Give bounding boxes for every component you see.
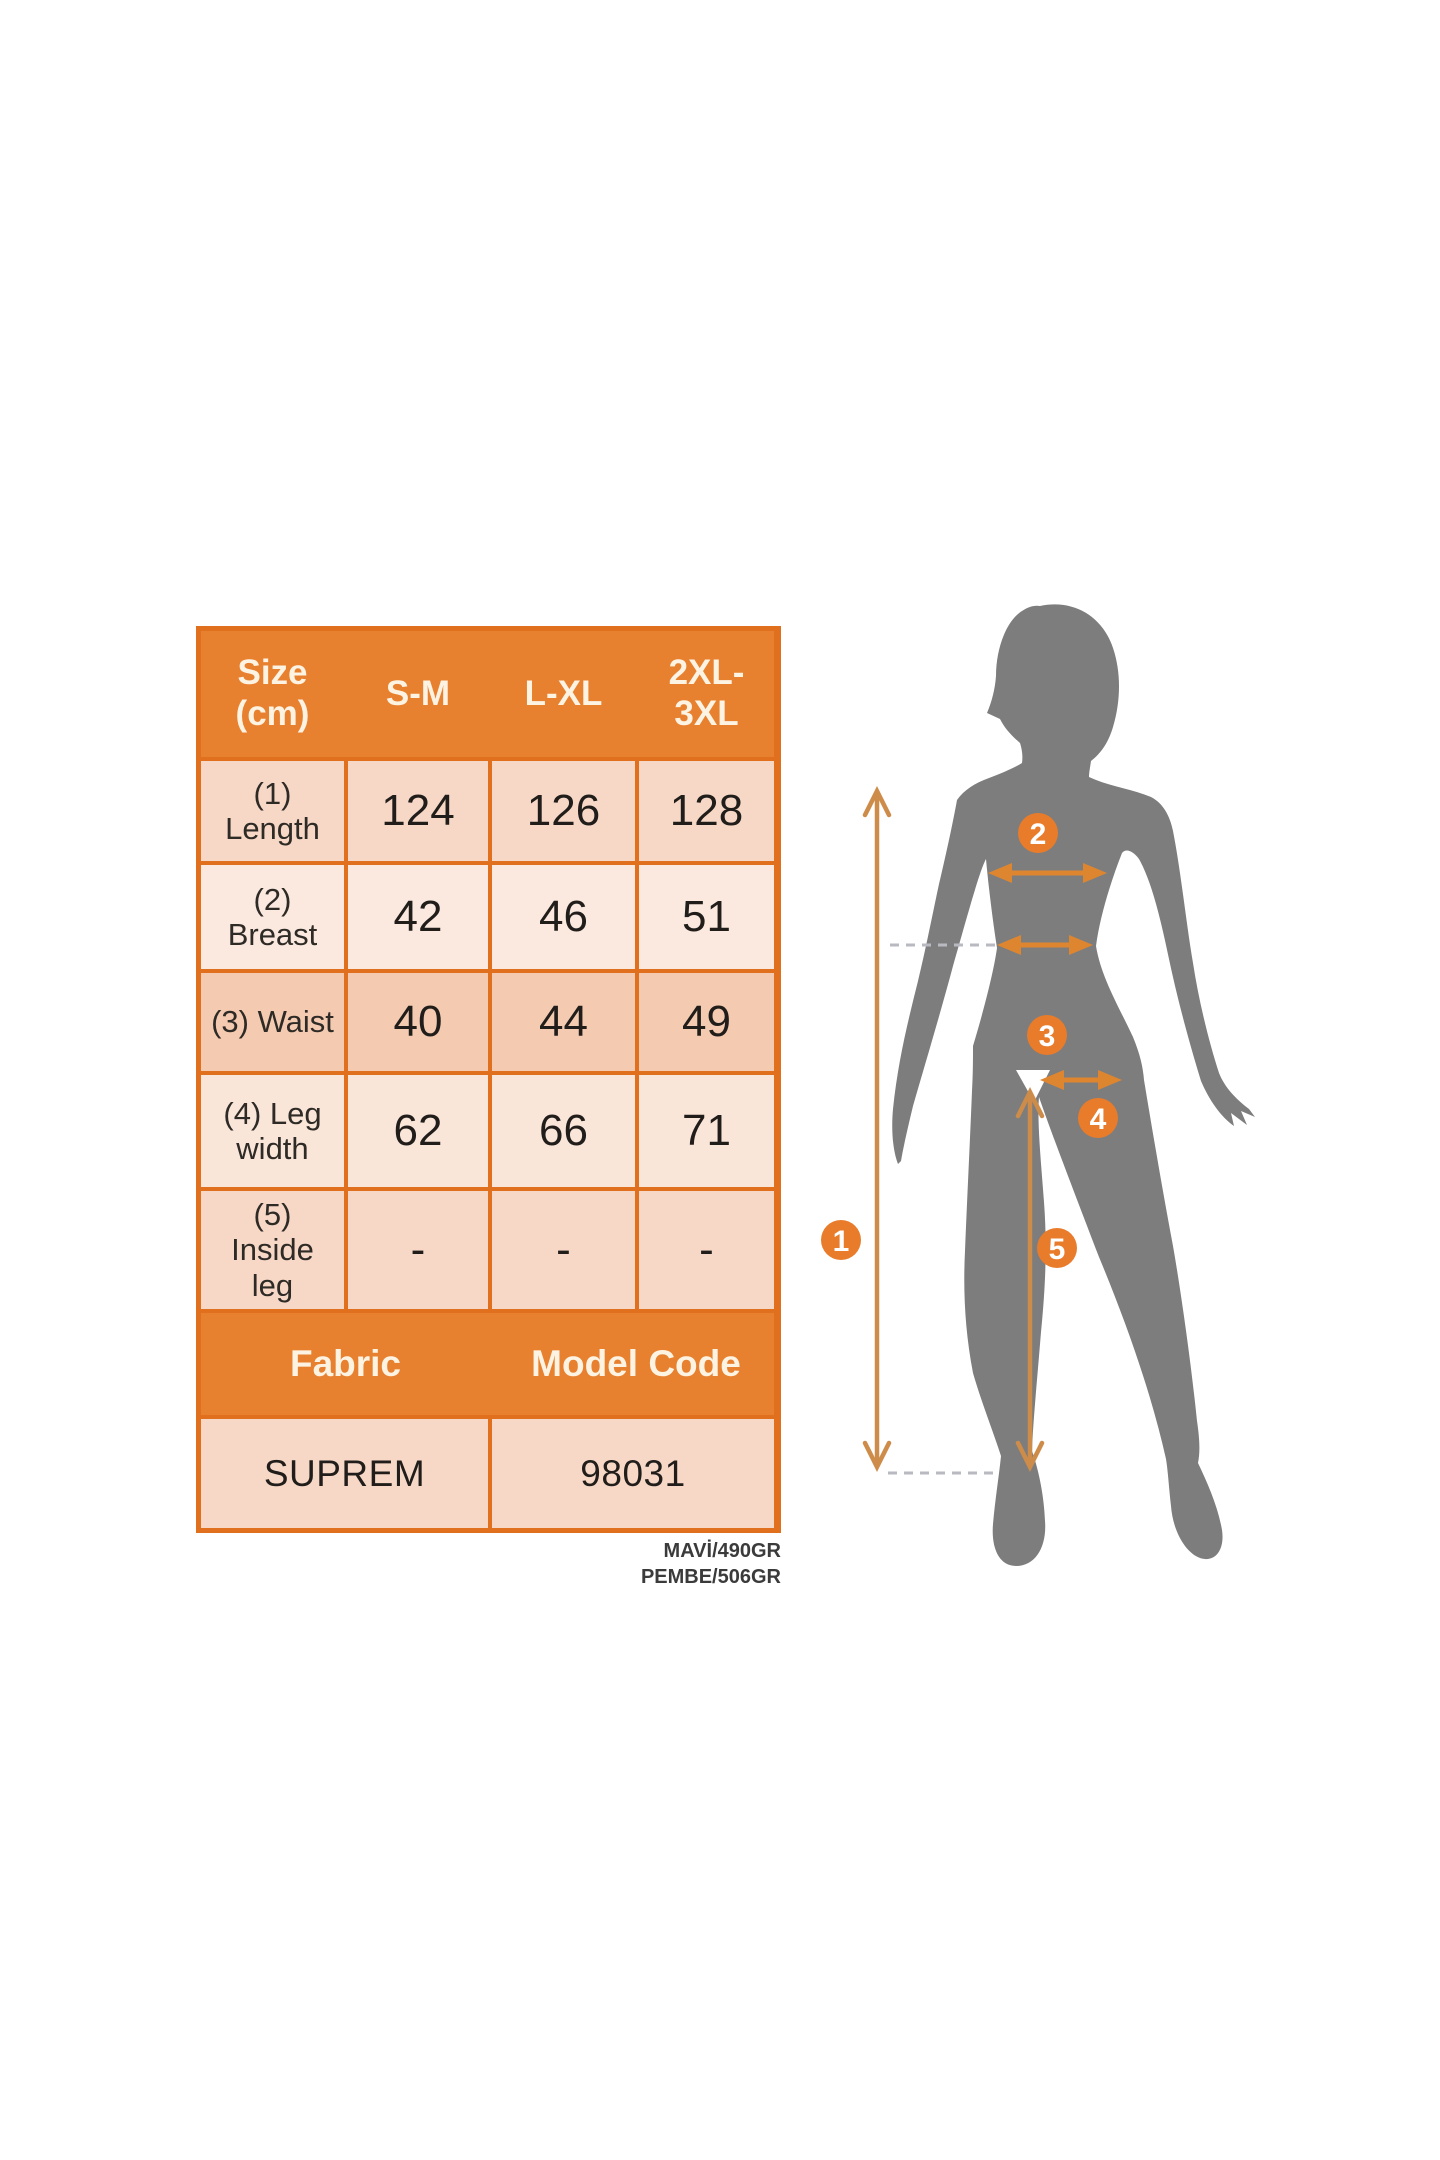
fabric-model-header-row: Fabric Model Code: [201, 1313, 774, 1415]
header-col-s-m: S-M: [385, 673, 451, 713]
model-code-value: 98031: [492, 1419, 774, 1528]
header-col-2xl-3xl: 2XL- 3XL: [668, 653, 745, 733]
length-l-xl: 126: [492, 761, 635, 861]
chest-arrow: [988, 863, 1107, 883]
length-s-m: 124: [348, 761, 488, 861]
waist-s-m: 40: [348, 973, 488, 1071]
waist-2xl-3xl: 49: [639, 973, 774, 1071]
breast-2xl-3xl: 51: [639, 865, 774, 969]
waist-l-xl: 44: [492, 973, 635, 1071]
inside-leg-l-xl: -: [492, 1191, 635, 1309]
table-header-row: Size (cm) S-M L-XL 2XL- 3XL: [201, 631, 774, 757]
fabric-header: Fabric: [289, 1343, 402, 1384]
note-line-pembe: PEMBE/506GR: [640, 1566, 781, 1588]
size-chart-table: Size (cm) S-M L-XL 2XL- 3XL (1) Length 1…: [196, 626, 781, 1533]
svg-text:4: 4: [1090, 1103, 1107, 1136]
inside-leg-2xl-3xl: -: [639, 1191, 774, 1309]
svg-text:2: 2: [1030, 818, 1047, 851]
svg-text:5: 5: [1049, 1233, 1066, 1266]
breast-s-m: 42: [348, 865, 488, 969]
row-label-breast: (2) Breast: [201, 865, 344, 969]
breast-l-xl: 46: [492, 865, 635, 969]
body-silhouette: [892, 604, 1255, 1566]
svg-text:1: 1: [833, 1225, 850, 1258]
leg-width-2xl-3xl: 71: [639, 1075, 774, 1187]
leg-width-l-xl: 66: [492, 1075, 635, 1187]
svg-text:3: 3: [1039, 1020, 1056, 1053]
marker-5: 5: [1037, 1228, 1077, 1268]
length-arrow: [862, 785, 892, 1473]
marker-2: 2: [1018, 813, 1058, 853]
row-label-leg-width: (4) Leg width: [201, 1075, 344, 1187]
waist-arrow: [997, 935, 1093, 955]
header-size-cm: Size (cm): [235, 653, 310, 733]
fabric-value: SUPREM: [201, 1419, 488, 1528]
inside-leg-arrow: [1015, 1086, 1045, 1473]
row-label-waist: (3) Waist: [201, 973, 344, 1071]
marker-3: 3: [1027, 1015, 1067, 1055]
header-col-l-xl: L-XL: [524, 673, 603, 713]
row-label-inside-leg: (5) Inside leg: [201, 1191, 344, 1309]
model-code-header: Model Code: [531, 1343, 741, 1384]
marker-1: 1: [821, 1220, 861, 1260]
note-line-mavi: MAVİ/490GR: [663, 1540, 781, 1562]
row-label-length: (1) Length: [201, 761, 344, 861]
marker-4: 4: [1078, 1098, 1118, 1138]
color-weight-note: MAVİ/490GR PEMBE/506GR: [641, 1538, 781, 1590]
length-2xl-3xl: 128: [639, 761, 774, 861]
crotch-notch: [1016, 1070, 1050, 1102]
inside-leg-s-m: -: [348, 1191, 488, 1309]
leg-width-arrow: [1040, 1070, 1122, 1090]
leg-width-s-m: 62: [348, 1075, 488, 1187]
